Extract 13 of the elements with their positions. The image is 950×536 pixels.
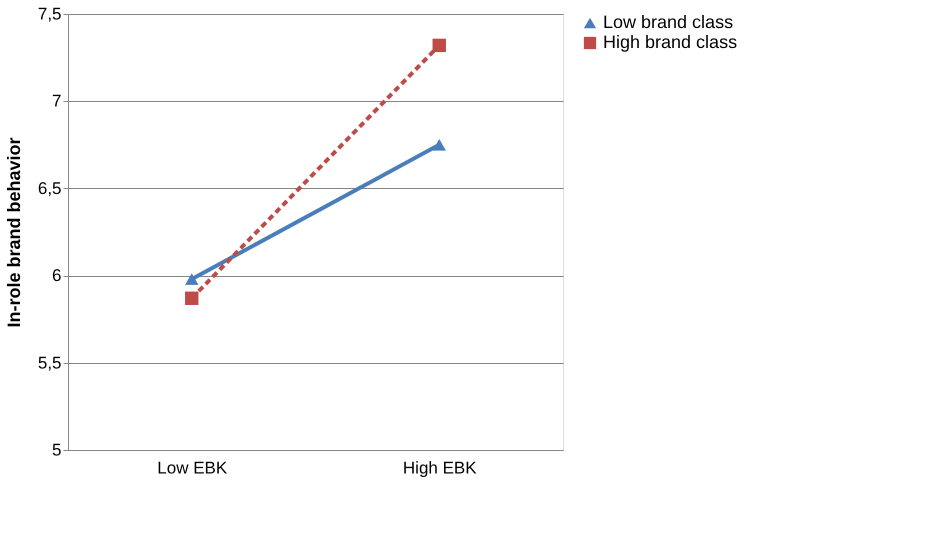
y-tick-label: 6 bbox=[52, 266, 62, 286]
y-tick-label: 7 bbox=[52, 92, 62, 111]
y-tick-label: 7,5 bbox=[38, 4, 62, 24]
point bbox=[432, 38, 446, 52]
x-tick-label: High EBK bbox=[402, 458, 478, 478]
y-tick-label: 5 bbox=[52, 440, 62, 460]
legend-label: Low brand class bbox=[603, 12, 734, 32]
x-tick-label: Low EBK bbox=[157, 458, 228, 478]
point bbox=[185, 292, 198, 305]
legend-label: High brand class bbox=[603, 32, 738, 52]
y-tick-label: 6,5 bbox=[38, 178, 62, 198]
y-axis-title: In-role brand behavior bbox=[4, 137, 24, 328]
y-tick-label: 5,5 bbox=[38, 353, 62, 372]
